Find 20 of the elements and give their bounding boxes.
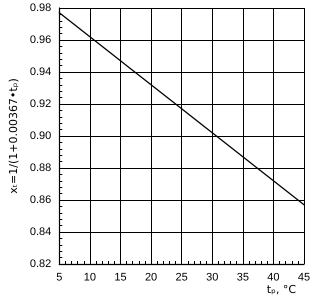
y-tick-label: 0.96 xyxy=(30,34,52,46)
x-tick-label: 45 xyxy=(298,272,310,284)
y-tick-label: 0.88 xyxy=(30,162,52,174)
x-tick-label: 40 xyxy=(267,272,280,284)
x-tick-label: 15 xyxy=(114,272,127,284)
y-tick-label: 0.98 xyxy=(30,2,52,14)
y-tick-label: 0.82 xyxy=(30,258,52,270)
x-axis-title: tₚ, °C xyxy=(266,283,296,296)
y-tick-label: 0.92 xyxy=(30,98,52,110)
x-tick-label: 30 xyxy=(206,272,218,284)
y-tick-label: 0.90 xyxy=(30,130,52,142)
x-tick-label: 20 xyxy=(144,272,158,284)
x-tick-label: 5 xyxy=(56,272,62,284)
x-tick-label: 10 xyxy=(84,272,96,284)
y-axis-title: xₜ=1/(1+0.00367•tₚ) xyxy=(7,78,20,194)
y-tick-label: 0.86 xyxy=(30,194,52,206)
y-tick-label: 0.84 xyxy=(30,226,52,238)
x-tick-label: 35 xyxy=(236,272,249,284)
y-tick-label: 0.94 xyxy=(30,66,52,78)
x-tick-label: 25 xyxy=(176,272,188,284)
